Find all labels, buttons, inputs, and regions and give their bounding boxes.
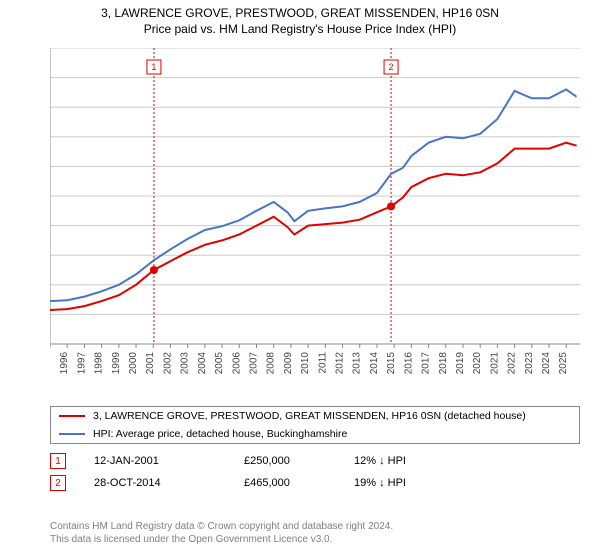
- sale-row-delta: 19% ↓ HPI: [354, 477, 474, 489]
- x-tick-label: 2003: [180, 352, 191, 375]
- footer-attribution: Contains HM Land Registry data © Crown c…: [50, 520, 580, 546]
- legend-swatch: [59, 415, 85, 417]
- sale-marker-dot: [387, 202, 395, 210]
- x-tick-label: 2007: [248, 352, 259, 375]
- x-tick-label: 2000: [128, 352, 139, 375]
- sale-marker-label: 1: [151, 62, 156, 72]
- x-tick-label: 2001: [145, 352, 156, 375]
- chart-container: 3, LAWRENCE GROVE, PRESTWOOD, GREAT MISS…: [0, 0, 600, 560]
- footer-line-1: Contains HM Land Registry data © Crown c…: [50, 520, 580, 533]
- x-tick-label: 2008: [266, 352, 277, 375]
- sale-row-delta: 12% ↓ HPI: [354, 455, 474, 467]
- sale-row-date: 12-JAN-2001: [94, 455, 244, 467]
- x-tick-label: 2014: [369, 352, 380, 375]
- x-tick-label: 2016: [403, 352, 414, 375]
- x-tick-label: 2010: [300, 352, 311, 375]
- x-tick-label: 2021: [489, 352, 500, 375]
- x-tick-label: 2009: [283, 352, 294, 375]
- sale-row-price: £250,000: [244, 455, 354, 467]
- x-tick-label: 2002: [162, 352, 173, 375]
- series-hpi: [50, 89, 577, 301]
- sale-row: 2 28-OCT-2014£465,00019% ↓ HPI: [50, 472, 580, 494]
- x-tick-label: 2012: [335, 352, 346, 375]
- legend-label: HPI: Average price, detached house, Buck…: [93, 428, 347, 440]
- x-tick-label: 2024: [541, 352, 552, 375]
- x-tick-label: 2015: [386, 352, 397, 375]
- x-tick-label: 1999: [111, 352, 122, 375]
- x-tick-label: 2005: [214, 352, 225, 375]
- sale-row: 1 12-JAN-2001£250,00012% ↓ HPI: [50, 450, 580, 472]
- price-chart: £0£100K£200K£300K£400K£500K£600K£700K£80…: [50, 48, 580, 378]
- x-tick-label: 2020: [472, 352, 483, 375]
- x-tick-label: 2025: [558, 352, 569, 375]
- x-tick-label: 2004: [197, 352, 208, 375]
- x-tick-label: 2011: [317, 352, 328, 374]
- sale-marker-label: 2: [389, 62, 394, 72]
- x-tick-label: 2023: [524, 352, 535, 375]
- sales-table: 1 12-JAN-2001£250,00012% ↓ HPI 2 28-OCT-201…: [50, 450, 580, 494]
- x-tick-label: 1998: [94, 352, 105, 375]
- x-tick-label: 1995: [50, 352, 53, 375]
- x-tick-label: 2018: [438, 352, 449, 375]
- sale-row-marker: 1: [50, 453, 66, 469]
- legend-item: 3, LAWRENCE GROVE, PRESTWOOD, GREAT MISS…: [51, 407, 579, 425]
- legend: 3, LAWRENCE GROVE, PRESTWOOD, GREAT MISS…: [50, 406, 580, 444]
- legend-item: HPI: Average price, detached house, Buck…: [51, 425, 579, 443]
- x-tick-label: 1996: [59, 352, 70, 375]
- sale-row-marker: 2: [50, 475, 66, 491]
- title-line-2: Price paid vs. HM Land Registry's House …: [0, 22, 600, 36]
- legend-label: 3, LAWRENCE GROVE, PRESTWOOD, GREAT MISS…: [93, 410, 526, 422]
- x-tick-label: 2019: [455, 352, 466, 375]
- sale-row-price: £465,000: [244, 477, 354, 489]
- legend-swatch: [59, 433, 85, 435]
- title-line-1: 3, LAWRENCE GROVE, PRESTWOOD, GREAT MISS…: [0, 6, 600, 20]
- x-tick-label: 2013: [352, 352, 363, 375]
- sale-row-date: 28-OCT-2014: [94, 477, 244, 489]
- footer-line-2: This data is licensed under the Open Gov…: [50, 533, 580, 546]
- x-tick-label: 2022: [507, 352, 518, 375]
- title-block: 3, LAWRENCE GROVE, PRESTWOOD, GREAT MISS…: [0, 0, 600, 38]
- sale-marker-dot: [150, 266, 158, 274]
- x-tick-label: 1997: [76, 352, 87, 375]
- chart-area: £0£100K£200K£300K£400K£500K£600K£700K£80…: [50, 48, 580, 378]
- x-tick-label: 2006: [231, 352, 242, 375]
- x-tick-label: 2017: [421, 352, 432, 375]
